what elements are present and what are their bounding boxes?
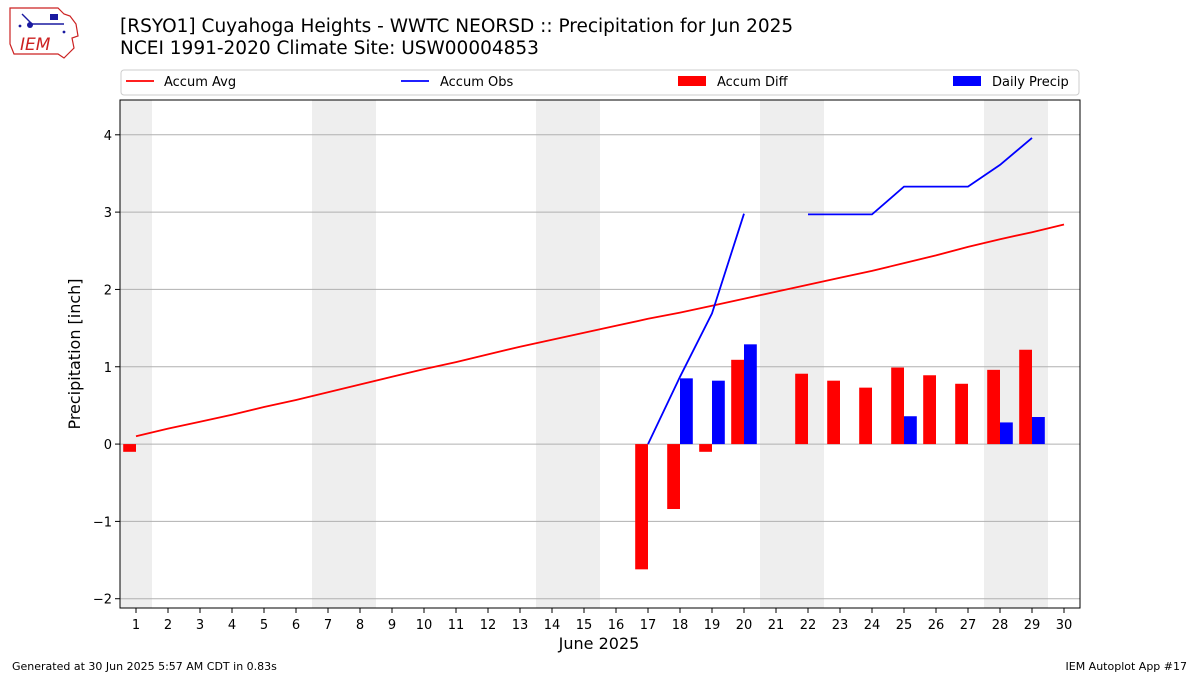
daily-precip-bar — [712, 380, 725, 445]
y-tick-label: 1 — [104, 361, 112, 376]
chart-title: [RSYO1] Cuyahoga Heights - WWTC NEORSD :… — [120, 16, 793, 60]
x-tick-label: 30 — [1056, 618, 1073, 633]
x-tick-label: 4 — [228, 618, 236, 633]
y-tick-label: 0 — [104, 438, 112, 453]
accum-diff-bar — [699, 444, 712, 452]
x-tick-label: 2 — [164, 618, 172, 633]
accum-diff-bar — [795, 373, 808, 445]
logo-text: IEM — [20, 35, 51, 55]
accum-diff-bar — [827, 380, 840, 445]
y-tick-label: −2 — [93, 593, 112, 608]
x-tick-label: 7 — [324, 618, 332, 633]
legend: Accum Avg Accum Obs Accum Diff Daily Precip — [120, 69, 1080, 96]
legend-label-avg: Accum Avg — [164, 75, 236, 90]
x-tick-label: 29 — [1024, 618, 1041, 633]
x-tick-label: 1 — [132, 618, 140, 633]
accum-diff-bar — [859, 387, 872, 445]
y-tick-label: 3 — [104, 206, 112, 221]
x-tick-label: 6 — [292, 618, 300, 633]
x-tick-label: 8 — [356, 618, 364, 633]
accum-obs-line — [647, 213, 745, 445]
daily-precip-bar — [1032, 417, 1045, 445]
weekend-band — [536, 100, 600, 608]
x-tick-label: 22 — [800, 618, 817, 633]
footer-app: IEM Autoplot App #17 — [1065, 660, 1188, 673]
x-tick-label: 28 — [992, 618, 1009, 633]
x-tick-label: 13 — [512, 618, 529, 633]
x-tick-label: 16 — [608, 618, 625, 633]
iem-logo-graphic: IEM — [9, 7, 79, 59]
accum-diff-bar — [891, 367, 904, 445]
accum-diff-bar — [123, 444, 136, 452]
daily-precip-bar — [744, 344, 757, 445]
legend-label-diff: Accum Diff — [717, 75, 789, 90]
x-tick-label: 26 — [928, 618, 945, 633]
accum-avg-line — [135, 223, 1065, 438]
weekend-shading — [120, 100, 1048, 608]
accum-diff-bar — [1019, 349, 1032, 445]
x-tick-label: 15 — [576, 618, 593, 633]
x-tick-label: 27 — [960, 618, 977, 633]
accum-diff-bar — [635, 444, 648, 570]
x-tick-label: 17 — [640, 618, 657, 633]
weekend-band — [312, 100, 376, 608]
title-line-1: [RSYO1] Cuyahoga Heights - WWTC NEORSD :… — [120, 16, 794, 37]
weekend-band — [760, 100, 824, 608]
accum-diff-bar — [667, 444, 680, 510]
daily-precip-bar — [680, 378, 693, 445]
lines — [135, 137, 1065, 445]
x-tick-label: 19 — [704, 618, 721, 633]
plot-frame — [119, 99, 1081, 609]
x-tick-label: 5 — [260, 618, 268, 633]
y-tick-label: 2 — [104, 283, 112, 298]
iem-logo: IEM — [6, 4, 82, 64]
gridlines — [120, 134, 1080, 600]
x-tick-label: 25 — [896, 618, 913, 633]
daily-precip-bar — [1000, 422, 1013, 445]
title-line-2: NCEI 1991-2020 Climate Site: USW00004853 — [120, 38, 539, 59]
x-tick-label: 23 — [832, 618, 849, 633]
weekend-band — [120, 100, 152, 608]
x-tick-label: 9 — [388, 618, 396, 633]
footer-generated: Generated at 30 Jun 2025 5:57 AM CDT in … — [12, 660, 277, 673]
accum-diff-bar — [923, 375, 936, 445]
y-axis-label: Precipitation [inch] — [65, 278, 84, 429]
legend-swatch-daily — [953, 76, 981, 86]
accum-diff-bar — [955, 383, 968, 445]
legend-box — [120, 69, 1080, 96]
accum-obs-line — [808, 137, 1033, 216]
legend-label-obs: Accum Obs — [440, 75, 513, 90]
accum-diff-bar — [731, 359, 744, 445]
y-tick-label: 4 — [104, 129, 112, 144]
y-tick-label: −1 — [93, 515, 112, 530]
x-tick-label: 14 — [544, 618, 561, 633]
x-tick-label: 18 — [672, 618, 689, 633]
accum-diff-bar — [987, 369, 1000, 445]
x-tick-label: 12 — [480, 618, 497, 633]
x-tick-label: 24 — [864, 618, 881, 633]
legend-label-daily: Daily Precip — [992, 75, 1069, 90]
x-tick-label: 21 — [768, 618, 785, 633]
weekend-band — [984, 100, 1048, 608]
x-tick-label: 11 — [448, 618, 465, 633]
legend-swatch-diff — [678, 76, 706, 86]
x-tick-label: 3 — [196, 618, 204, 633]
x-tick-label: 20 — [736, 618, 753, 633]
daily-precip-bar — [904, 416, 917, 445]
x-tick-label: 10 — [416, 618, 433, 633]
bars — [123, 344, 1045, 570]
x-axis-label: June 2025 — [558, 634, 640, 653]
